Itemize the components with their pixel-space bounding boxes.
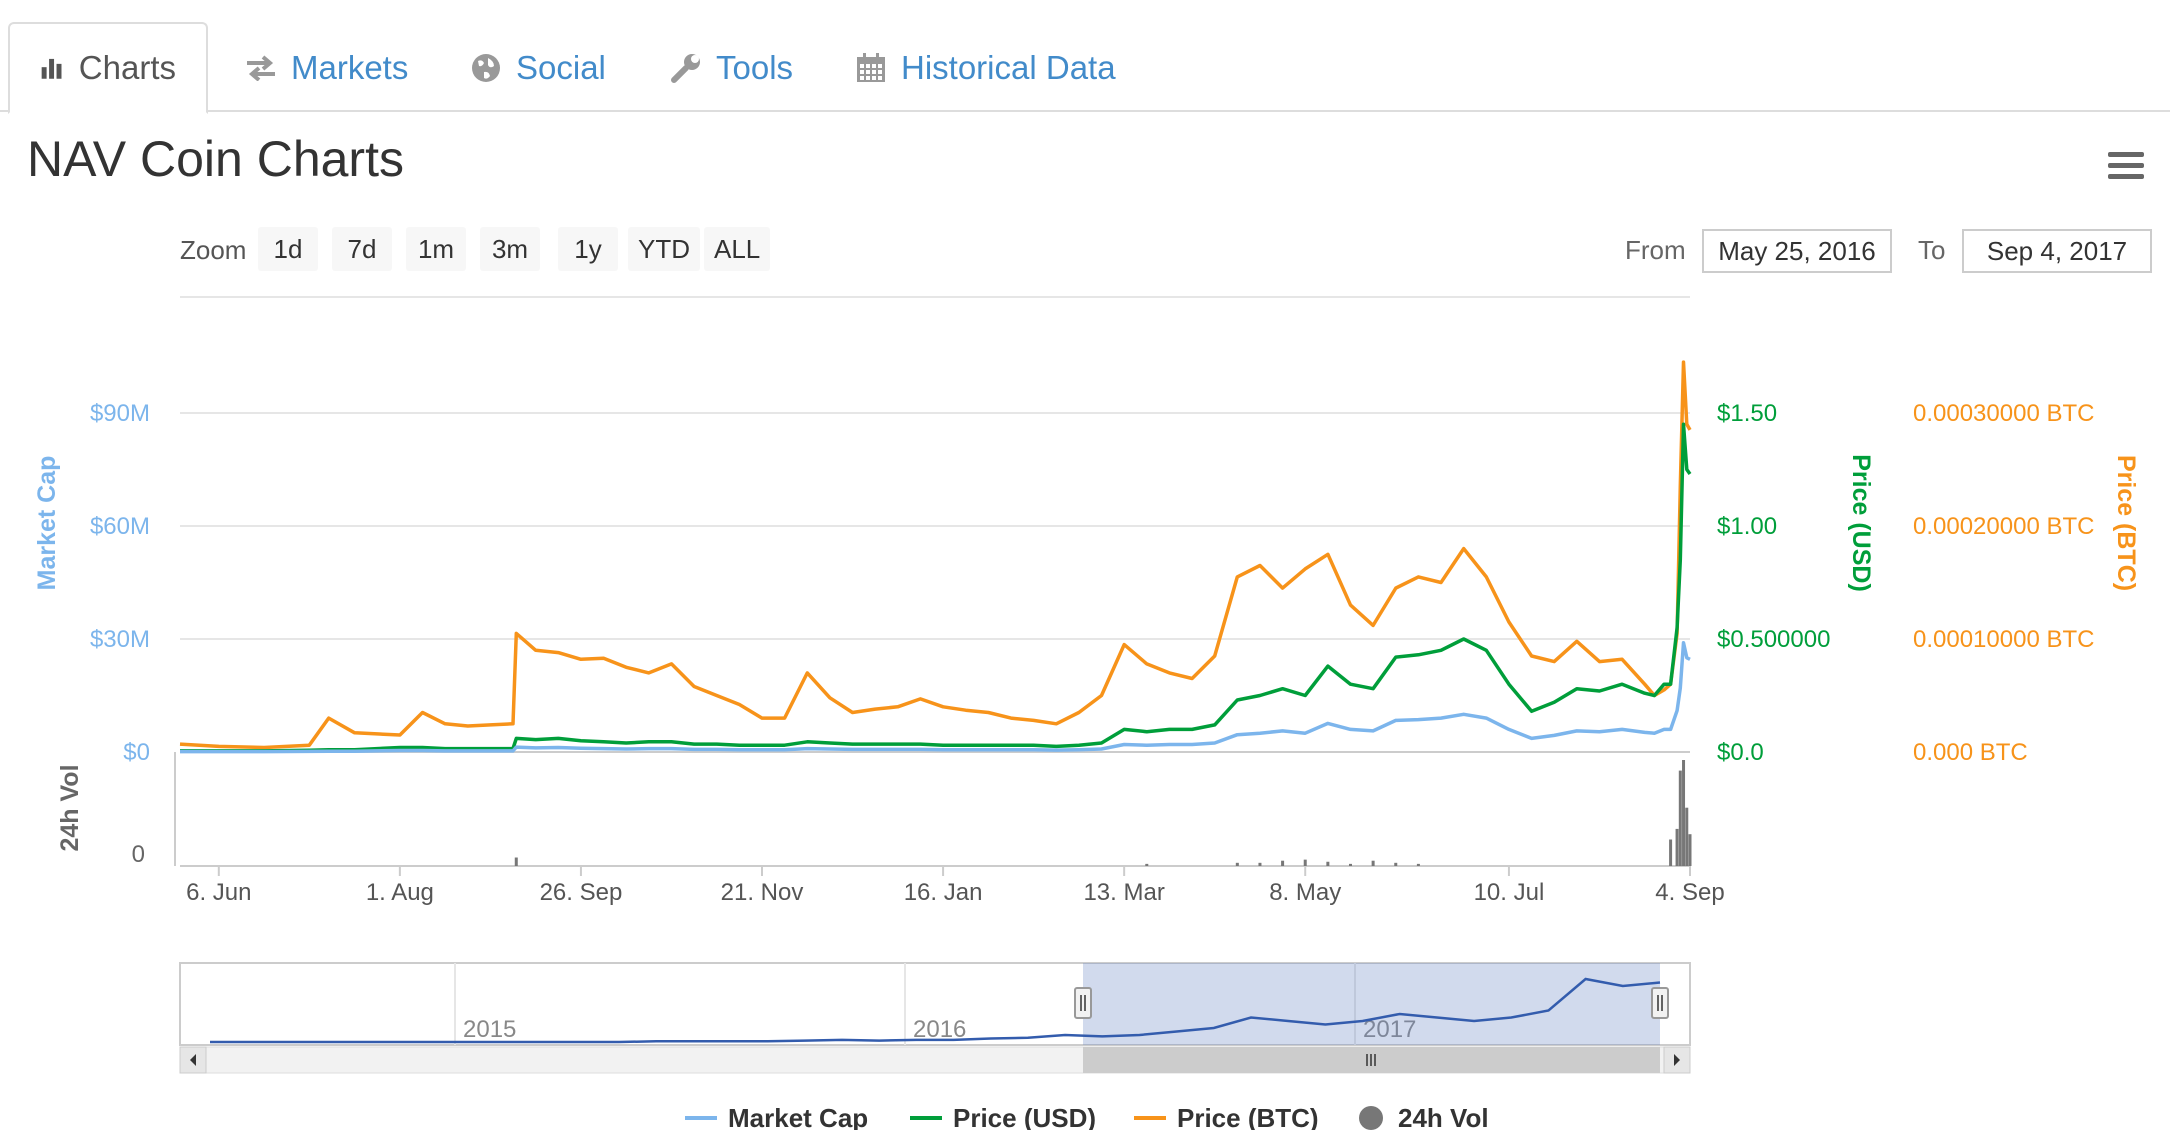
- tab-label: Social: [516, 49, 606, 86]
- price-btc-tick-label: 0.000 BTC: [1913, 739, 2028, 766]
- x-tick-label: 13. Mar: [1083, 879, 1164, 906]
- price-btc-axis-title: Price (BTC): [2112, 455, 2140, 591]
- legend-label: Price (USD): [953, 1103, 1096, 1130]
- volume-bar: [1348, 863, 1352, 866]
- tab-label: Markets: [291, 49, 409, 86]
- price-usd-tick-label: $0.0: [1717, 739, 1764, 766]
- tab-tools[interactable]: Tools: [640, 24, 823, 112]
- bar-chart-icon: [41, 58, 62, 79]
- tab-historical-data[interactable]: Historical Data: [825, 24, 1146, 112]
- x-tick-label: 16. Jan: [904, 879, 983, 906]
- zoom-7d-button[interactable]: 7d: [332, 227, 392, 271]
- zoom-ytd-button[interactable]: YTD: [628, 227, 700, 271]
- x-tick-label: 8. May: [1269, 879, 1341, 906]
- volume-bar: [1281, 860, 1285, 866]
- range-to-label: To: [1918, 235, 1946, 265]
- x-tick-label: 10. Jul: [1474, 879, 1545, 906]
- zoom-all-button[interactable]: ALL: [704, 227, 771, 271]
- price-btc-tick-label: 0.00030000 BTC: [1913, 400, 2094, 427]
- volume-axis-title: 24h Vol: [56, 764, 84, 851]
- market-cap-tick-label: $90M: [90, 400, 150, 427]
- exchange-arrows-icon: [247, 55, 275, 81]
- navigator-left-handle[interactable]: [1074, 987, 1092, 1019]
- legend-item[interactable]: Price (BTC): [1134, 1103, 1319, 1130]
- volume-bar: [1394, 862, 1398, 866]
- market-cap-tick-label: $0: [123, 739, 150, 766]
- price-btc-line: [179, 360, 1692, 750]
- navigator-frame: [179, 962, 1691, 1046]
- legend-label: Market Cap: [728, 1103, 868, 1130]
- zoom-label: Zoom: [180, 235, 247, 265]
- scrollbar-left-button[interactable]: [179, 1046, 207, 1074]
- market-cap-tick-label: $60M: [90, 513, 150, 540]
- volume-bar: [1688, 834, 1692, 866]
- price-btc-tick-label: 0.00010000 BTC: [1913, 626, 2094, 653]
- x-tick-label: 4. Sep: [1655, 879, 1724, 906]
- market-cap-line: [180, 641, 1691, 754]
- volume-bar: [1685, 807, 1689, 866]
- legend-item[interactable]: Market Cap: [685, 1103, 868, 1130]
- market-cap-axis-title: Market Cap: [33, 456, 61, 591]
- range-from-input[interactable]: [1702, 229, 1892, 273]
- legend-item[interactable]: Price (USD): [910, 1103, 1096, 1130]
- tab-label: Historical Data: [901, 49, 1116, 86]
- volume-bar: [1371, 860, 1375, 866]
- volume-bar: [1416, 863, 1420, 866]
- hamburger-menu-icon[interactable]: [2108, 152, 2144, 180]
- volume-bar: [1675, 828, 1679, 866]
- navigator-year-label: 2016: [913, 1016, 966, 1043]
- arrow-right-icon: [1674, 1054, 1680, 1066]
- x-tick-label: 26. Sep: [540, 879, 623, 906]
- volume-series: [514, 760, 1692, 866]
- volume-bar: [1303, 859, 1307, 866]
- x-tick-label: 6. Jun: [186, 879, 251, 906]
- x-tick-label: 21. Nov: [721, 879, 804, 906]
- volume-bar: [1326, 861, 1330, 866]
- tab-markets[interactable]: Markets: [215, 24, 438, 112]
- legend-label: 24h Vol: [1398, 1103, 1489, 1130]
- zoom-1m-button[interactable]: 1m: [406, 227, 466, 271]
- price-usd-line: [180, 422, 1692, 753]
- x-tick-label: 1. Aug: [366, 879, 434, 906]
- price-btc-tick-label: 0.00020000 BTC: [1913, 513, 2094, 540]
- tab-label: Charts: [78, 49, 176, 86]
- market-cap-tick-label: $30M: [90, 626, 150, 653]
- navigator-year-label: 2015: [463, 1016, 516, 1043]
- tab-label: Tools: [716, 49, 794, 86]
- tab-social[interactable]: Social: [440, 24, 636, 112]
- page-title: NAV Coin Charts: [27, 131, 404, 187]
- scrollbar-right-button[interactable]: [1663, 1046, 1691, 1074]
- tab-bar: Charts Markets Social Tools: [0, 0, 2170, 114]
- arrow-left-icon: [190, 1054, 196, 1066]
- zoom-1d-button[interactable]: 1d: [258, 227, 318, 271]
- scrollbar-grip-icon: [1366, 1054, 1376, 1066]
- volume-bar: [1669, 839, 1673, 866]
- price-usd-tick-label: $1.50: [1717, 400, 1777, 427]
- wrench-icon: [671, 54, 700, 83]
- legend-item[interactable]: 24h Vol: [1359, 1103, 1489, 1130]
- globe-icon: [472, 54, 500, 82]
- navigator-right-handle[interactable]: [1651, 987, 1669, 1019]
- volume-bar: [1258, 862, 1262, 866]
- range-to-input[interactable]: [1962, 229, 2152, 273]
- volume-bar: [1682, 760, 1686, 866]
- legend-symbol: [1359, 1106, 1383, 1130]
- volume-bar: [1235, 862, 1239, 866]
- tab-charts[interactable]: Charts: [8, 22, 208, 114]
- price-usd-tick-label: $1.00: [1717, 513, 1777, 540]
- range-from-label: From: [1625, 235, 1686, 265]
- volume-bar: [1145, 863, 1149, 866]
- price-usd-axis-title: Price (USD): [1847, 454, 1875, 592]
- zoom-1y-button[interactable]: 1y: [558, 227, 618, 271]
- zoom-3m-button[interactable]: 3m: [480, 227, 540, 271]
- volume-tick-label: 0: [132, 841, 145, 868]
- volume-bar: [514, 857, 518, 866]
- price-usd-tick-label: $0.500000: [1717, 626, 1830, 653]
- calendar-icon: [857, 53, 885, 82]
- navigator-series-line: [210, 977, 1661, 1044]
- legend-label: Price (BTC): [1177, 1103, 1319, 1130]
- volume-bar: [1678, 770, 1682, 866]
